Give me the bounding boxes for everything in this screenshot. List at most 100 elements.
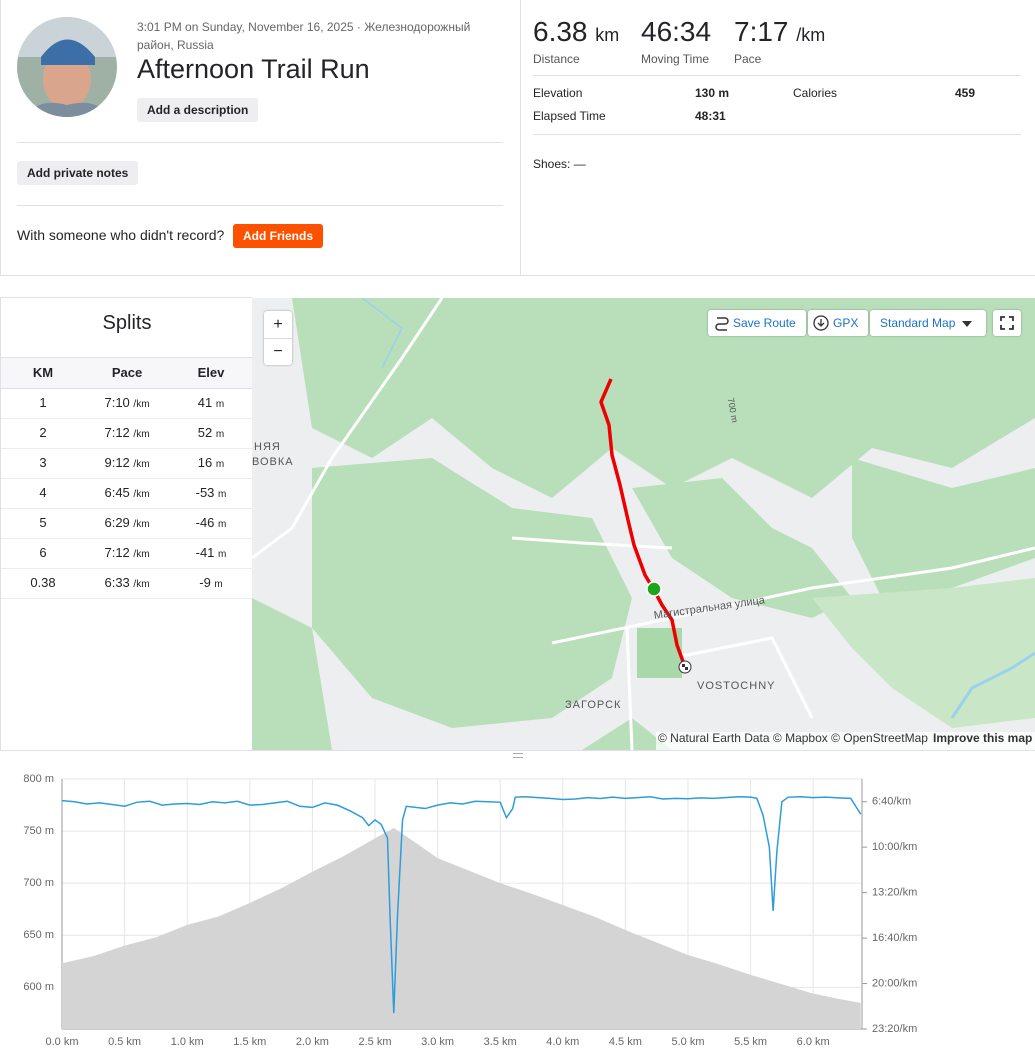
divider [520, 0, 521, 276]
pace-unit: /km [133, 429, 150, 440]
split-pace: 6:45 /km [104, 485, 149, 500]
y2-tick-label: 20:00/km [872, 977, 917, 989]
roads [252, 298, 1035, 750]
split-km: 4 [39, 485, 47, 500]
stat-label: Elevation [533, 86, 583, 100]
pace-line [61, 795, 862, 1014]
elev-unit: m [218, 519, 227, 530]
split-km: 1 [39, 395, 47, 410]
dropdown-caret [962, 321, 972, 327]
add-description-button[interactable]: Add a description [137, 98, 259, 122]
y-tick-label: 800 m [23, 773, 54, 785]
fullscreen-icon [1000, 316, 1014, 330]
y2-tick-label: 16:40/km [872, 932, 917, 944]
elev-unit: m [218, 549, 227, 560]
pace-unit: /km [133, 459, 150, 470]
map-label: ЗАГОРСК [565, 699, 621, 711]
zoom-control: + − [264, 311, 292, 365]
pace-value: 9:12 [104, 455, 130, 470]
zoom-out[interactable]: − [273, 343, 283, 360]
avatar[interactable] [17, 17, 117, 117]
elevation-area [62, 827, 861, 1029]
pace-value: 6:29 [104, 515, 130, 530]
stat-value: 46:34 [641, 16, 712, 47]
download-icon [813, 315, 829, 331]
pace-value: 6:45 [104, 485, 130, 500]
route [599, 378, 687, 668]
y-tick-label: 600 m [23, 981, 54, 993]
split-pace: 7:12 /km [104, 425, 149, 440]
elev-unit: m [214, 579, 223, 590]
timestamp: 3:01 PM on Sunday, November 16, 2025 · Ж… [137, 20, 471, 52]
value: 7:17 [734, 16, 789, 47]
summary-panel [0, 0, 1035, 276]
split-elev: 41 m [198, 395, 224, 410]
split-elev: 16 m [198, 455, 224, 470]
x-tick-label: 2.5 km [358, 1036, 391, 1048]
split-row: 1 7:10 /km 41 m [1, 388, 253, 419]
column-header: Elev [197, 365, 225, 380]
add-friends-button[interactable]: Add Friends [233, 224, 324, 248]
map-style-select[interactable]: Standard Map [870, 310, 986, 336]
split-elev: 52 m [198, 425, 224, 440]
split-km: 6 [39, 545, 47, 560]
split-elev: -9 m [199, 575, 223, 590]
x-tick-label: 5.0 km [671, 1036, 704, 1048]
attribution-bg [656, 732, 1035, 750]
split-row: 0.38 6:33 /km -9 m [1, 568, 253, 599]
save-route-button[interactable]: Save Route [708, 310, 806, 336]
improve-map-link[interactable]: Improve this map [933, 731, 1032, 745]
map-label: VOSTOCHNY [697, 680, 775, 692]
split-elev: -41 m [196, 545, 227, 560]
splits-panel: Splits KM Pace Elev 1 7:10 /km 41 m 2 7:12 /… [0, 297, 253, 750]
pace-value: 7:10 [104, 395, 130, 410]
map[interactable]: Магистральная улица VOSTOCHNY ЗАГОРСК НЯ… [252, 298, 1035, 750]
shoes: Shoes: — [533, 157, 586, 171]
zoom-in[interactable]: + [264, 311, 292, 339]
pace-unit: /km [133, 519, 150, 530]
elev-value: 16 [197, 455, 213, 470]
column-header: Pace [111, 365, 143, 380]
x-tick-label: 4.0 km [546, 1036, 579, 1048]
stat-label: Moving Time [641, 52, 710, 66]
elev-value: -41 [195, 545, 215, 560]
splits-title: Splits [102, 312, 152, 334]
split-pace: 9:12 /km [104, 455, 149, 470]
elev-value: 41 [197, 395, 213, 410]
y-tick-label: 650 m [23, 929, 54, 941]
elev-unit: m [218, 489, 227, 500]
pace-value: 7:12 [104, 545, 130, 560]
x-tick-label: 2.0 km [296, 1036, 329, 1048]
elev-value: -53 [195, 485, 215, 500]
add-notes-button[interactable]: Add private notes [17, 161, 139, 185]
y2-tick-label: 23:20/km [872, 1023, 917, 1035]
route-icon [715, 317, 729, 331]
friends-prompt: With someone who didn't record? [17, 227, 225, 243]
stat-value: 459 [955, 86, 976, 100]
fullscreen-button[interactable] [993, 310, 1021, 336]
y2-tick-label: 6:40/km [872, 796, 911, 808]
map-label: 700 m [726, 397, 740, 423]
x-tick-label: 1.5 km [233, 1036, 266, 1048]
pace-value: 6:33 [104, 575, 130, 590]
split-elev: -46 m [196, 515, 227, 530]
elev-unit: m [215, 459, 225, 470]
pace-value: 7:12 [104, 425, 130, 440]
split-elev: -53 m [196, 485, 227, 500]
stat-label: Distance [533, 52, 580, 66]
forest [252, 298, 1035, 750]
pace-unit: /km [133, 549, 150, 560]
splits-header: KM Pace Elev [1, 357, 253, 389]
split-km: 5 [39, 515, 47, 530]
split-km: 3 [39, 455, 47, 470]
resize-handle[interactable] [0, 750, 1035, 759]
x-tick-label: 0.0 km [45, 1036, 78, 1048]
attribution: © Natural Earth Data © Mapbox © OpenStre… [658, 731, 928, 745]
split-km: 2 [39, 425, 47, 440]
unit: /km [796, 25, 826, 45]
y-tick-label: 700 m [23, 877, 54, 889]
stat-label: Calories [793, 86, 838, 100]
map-label: НЯЯ [254, 441, 281, 453]
split-row: 6 7:12 /km -41 m [1, 538, 253, 569]
